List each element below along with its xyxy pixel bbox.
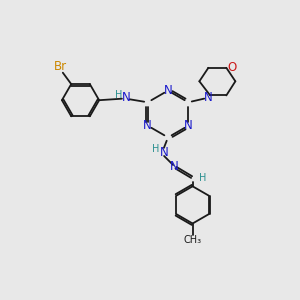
Text: N: N [170,160,179,173]
Text: CH₃: CH₃ [184,235,202,245]
Text: N: N [184,119,193,132]
Text: N: N [164,84,172,97]
Text: H: H [115,90,123,100]
Text: N: N [143,119,152,132]
Text: N: N [122,91,130,104]
Text: N: N [204,91,213,104]
Text: Br: Br [54,60,67,73]
Text: N: N [160,146,169,159]
Text: H: H [199,173,206,183]
Text: H: H [152,144,159,154]
Text: O: O [227,61,236,74]
